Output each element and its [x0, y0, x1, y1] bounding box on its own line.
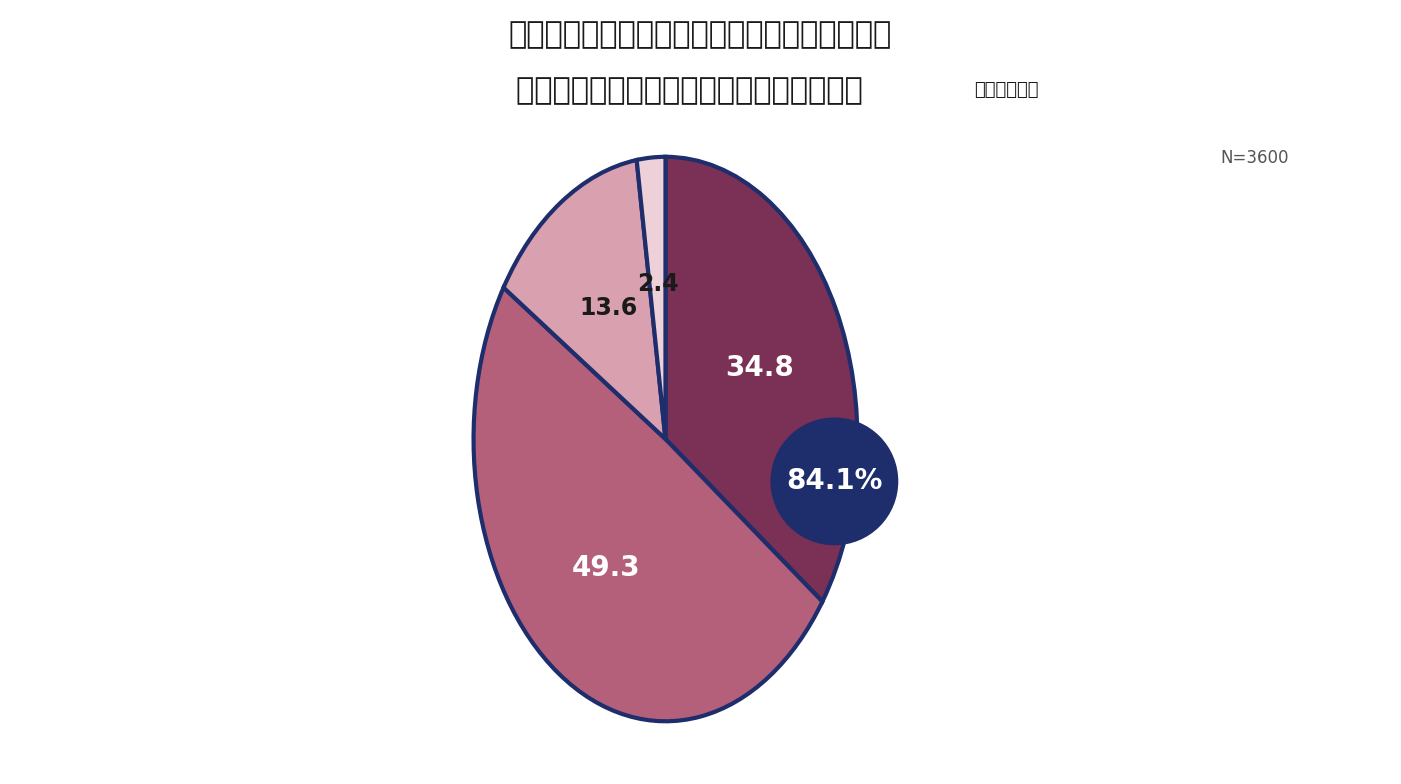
Wedge shape [636, 157, 665, 439]
Text: 13.6: 13.6 [579, 296, 637, 321]
Wedge shape [474, 288, 822, 721]
Text: 安心して暮らせるエリアだと感じますか？: 安心して暮らせるエリアだと感じますか？ [517, 76, 884, 105]
Wedge shape [665, 157, 857, 601]
Circle shape [771, 418, 898, 545]
Text: 34.8: 34.8 [724, 354, 793, 382]
Text: 84.1%: 84.1% [786, 467, 883, 495]
Text: 2.4: 2.4 [637, 272, 679, 296]
Wedge shape [503, 160, 665, 439]
Text: 都会に比べて今住んでいるエリアは治安が良く: 都会に比べて今住んでいるエリアは治安が良く [509, 20, 892, 49]
Text: 49.3: 49.3 [572, 554, 640, 582]
Text: （単一回答）: （単一回答） [974, 82, 1038, 100]
Text: N=3600: N=3600 [1220, 149, 1289, 167]
